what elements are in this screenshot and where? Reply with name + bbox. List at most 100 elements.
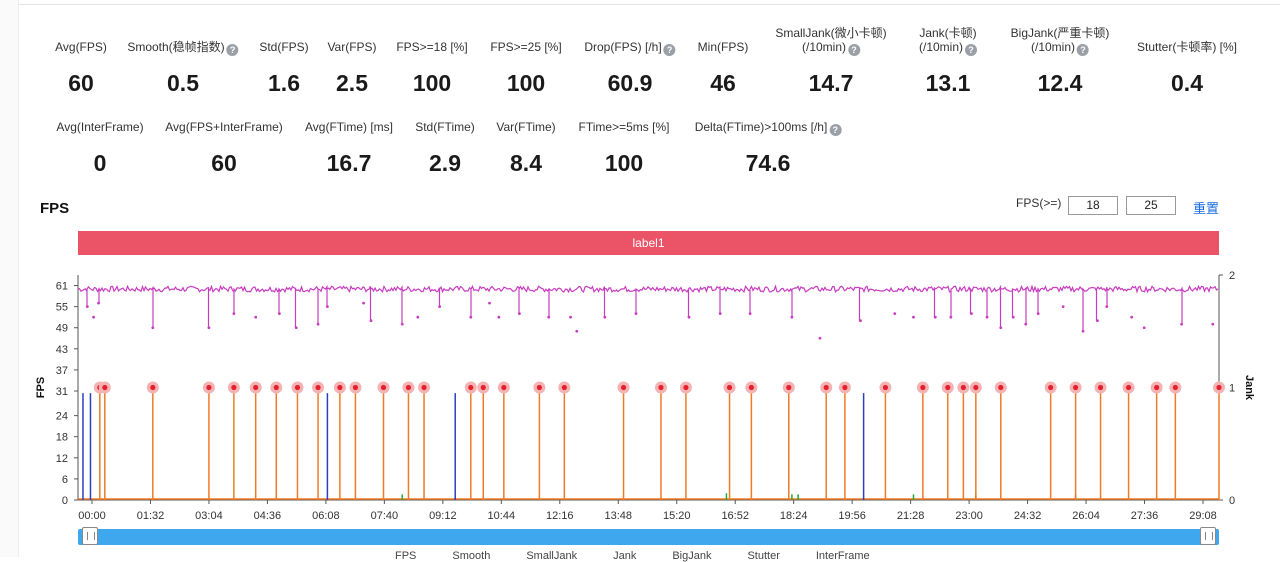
y-tick-label: 6 (62, 474, 68, 486)
metric-label: BigJank(严重卡顿) (/10min)? (1010, 26, 1110, 56)
help-icon[interactable]: ? (226, 44, 239, 56)
label-bar[interactable]: label1 (78, 231, 1219, 255)
jank-marker (726, 384, 733, 391)
top-divider (18, 4, 1280, 5)
metric-value: 74.6 (745, 150, 791, 176)
x-tick-label: 29:08 (1189, 510, 1217, 522)
fps-threshold-low-input[interactable] (1068, 196, 1118, 215)
fps-dip-point (207, 326, 211, 330)
metric-label: Std(FTime) (415, 120, 475, 134)
fps-threshold-high-input[interactable] (1126, 196, 1176, 215)
metric-value: 100 (604, 150, 644, 176)
fps-dip-point (912, 315, 915, 319)
left-rail (0, 0, 19, 557)
metric-value: 12.4 (1037, 70, 1083, 96)
metric-value: 60 (68, 70, 94, 96)
legend-item[interactable]: InterFrame (815, 550, 870, 562)
metric-label: FPS>=18 [%] (396, 40, 468, 54)
x-tick-label: 21:28 (897, 510, 925, 522)
jank-marker (748, 384, 754, 391)
legend-item[interactable]: SmallJank (526, 550, 578, 562)
jank-marker (998, 384, 1004, 391)
jank-marker (1048, 384, 1054, 391)
slider-right-handle[interactable] (1200, 527, 1216, 545)
fps-dip-point (518, 312, 521, 316)
metric-value: 13.1 (925, 70, 971, 96)
metric-label: Drop(FPS) [/h]? (584, 40, 676, 56)
jank-marker (1072, 384, 1079, 391)
legend-item[interactable]: Jank (613, 550, 637, 562)
time-range-slider[interactable] (78, 529, 1219, 545)
help-icon[interactable]: ? (1077, 44, 1089, 56)
fps-dip-point (400, 322, 404, 326)
metric-value: 0.5 (167, 70, 199, 96)
jank-marker (273, 384, 279, 391)
y2-tick-label: 2 (1229, 270, 1235, 282)
metric-value: 2.9 (429, 150, 461, 176)
help-icon[interactable]: ? (965, 44, 978, 56)
reset-link[interactable]: 重置 (1193, 201, 1220, 216)
legend-item[interactable]: Smooth (452, 550, 491, 562)
metric-value: 8.4 (510, 150, 542, 176)
legend-item[interactable]: FPS (395, 550, 417, 562)
metric-label: Avg(InterFrame) (56, 120, 144, 134)
fps-dip-point (859, 319, 862, 323)
fps-dip-point (1211, 322, 1215, 326)
metric-value: 46 (710, 70, 736, 96)
metric-value: 1.6 (268, 70, 300, 96)
fps-dip-point (1081, 329, 1085, 333)
jank-marker (501, 384, 507, 391)
jank-marker (658, 384, 664, 391)
fps-dip-point (1130, 315, 1134, 319)
slider-left-handle[interactable] (82, 527, 98, 545)
metric-value: 100 (412, 70, 452, 96)
metric-label: Stutter(卡顿率) [%] (1136, 40, 1238, 54)
fps-dip-point (92, 315, 95, 319)
jank-marker (1154, 384, 1160, 391)
fps-dip-point (325, 305, 329, 309)
x-tick-label: 06:08 (312, 510, 340, 522)
jank-marker (561, 384, 567, 391)
help-icon[interactable]: ? (829, 124, 842, 136)
jank-marker (786, 384, 792, 391)
fps-dip-point (999, 326, 1003, 330)
fps-dip-point (277, 312, 281, 316)
jank-marker (102, 384, 108, 391)
fps-threshold-label: FPS(>=) (1016, 196, 1062, 210)
jank-marker (882, 384, 889, 391)
jank-marker (337, 384, 343, 391)
jank-marker (231, 384, 237, 391)
fps-dip-point (416, 315, 420, 319)
x-tick-label: 12:16 (546, 510, 574, 522)
fps-dip-point (1142, 326, 1146, 330)
fps-dip-point (469, 315, 473, 319)
x-tick-label: 27:36 (1131, 510, 1159, 522)
metric-value: 60.9 (607, 70, 653, 96)
fps-dip-point (985, 315, 989, 319)
metric-label: Avg(FTime) [ms] (304, 120, 394, 134)
x-tick-label: 07:40 (371, 510, 399, 522)
y2-axis-title: Jank (1243, 375, 1255, 401)
metric-value: 16.7 (326, 150, 372, 176)
jank-marker (620, 384, 627, 391)
metric-label: Avg(FPS+InterFrame) (165, 120, 283, 134)
jank-marker (480, 384, 486, 391)
legend-item[interactable]: BigJank (672, 550, 712, 562)
x-tick-label: 23:00 (955, 510, 983, 522)
fps-line (77, 284, 1219, 332)
help-icon[interactable]: ? (848, 44, 861, 56)
fps-dip-point (438, 305, 442, 309)
metric-value: 14.7 (808, 70, 854, 96)
legend-item[interactable]: Stutter (747, 550, 780, 562)
x-tick-label: 24:32 (1014, 510, 1042, 522)
x-tick-label: 00:00 (78, 510, 106, 522)
y2-tick-label: 1 (1229, 383, 1235, 395)
help-icon[interactable]: ? (663, 44, 676, 56)
fps-dip-point (254, 315, 258, 319)
fps-dip-point (949, 315, 953, 319)
fps-dip-point (569, 315, 572, 319)
jank-marker (960, 384, 966, 391)
fps-dip-point (1096, 319, 1099, 323)
fps-dip-point (232, 312, 236, 316)
